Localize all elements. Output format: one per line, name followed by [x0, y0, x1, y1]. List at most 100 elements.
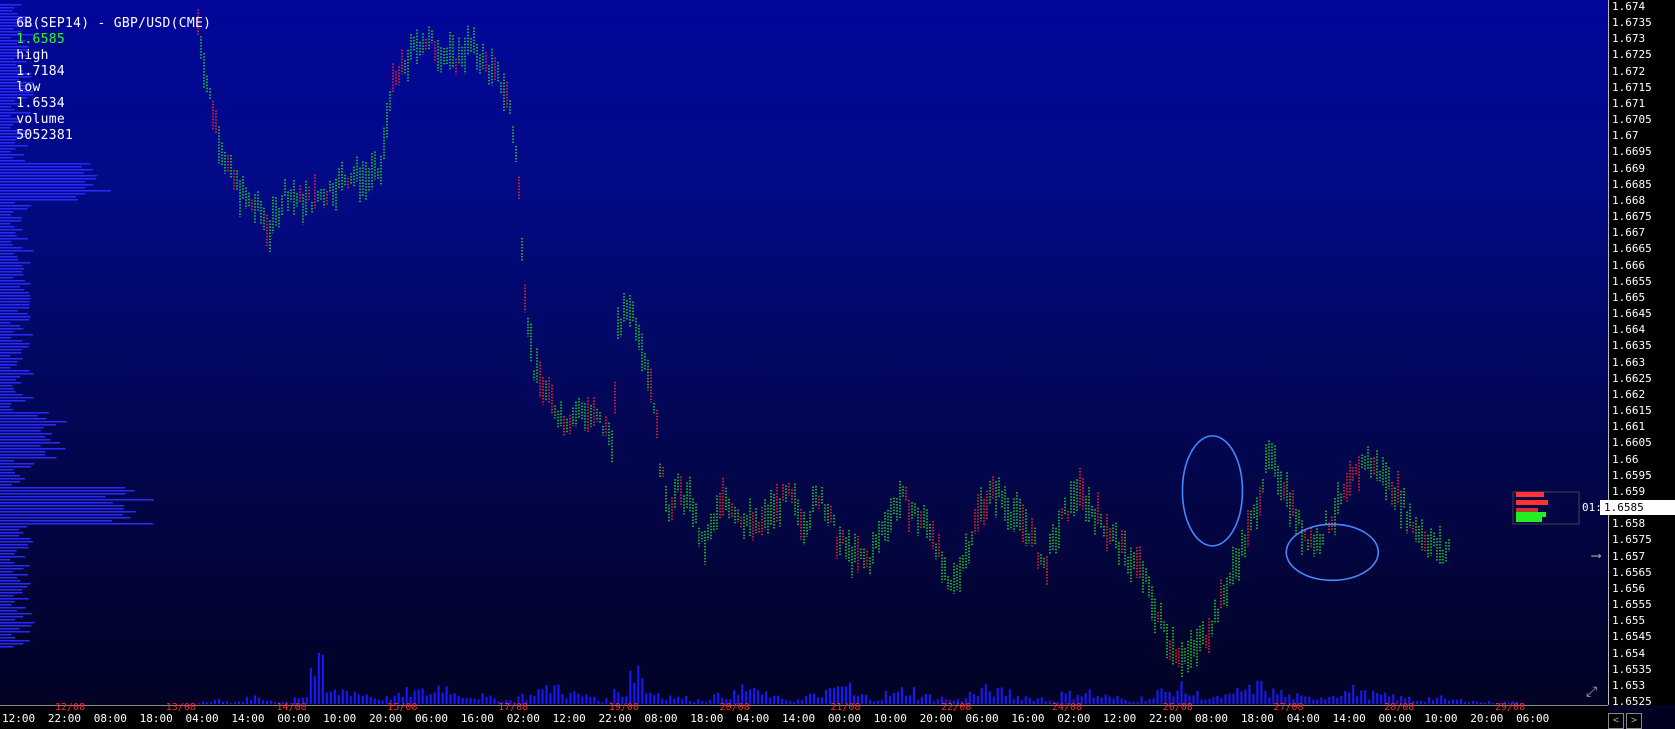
- volume-bar: [1508, 702, 1510, 704]
- volume-bar: [980, 687, 983, 704]
- volume-bar: [305, 697, 308, 704]
- volume-profile-bar: [0, 415, 38, 417]
- volume-profile-bar: [0, 133, 28, 135]
- annotations: [1181, 435, 1380, 582]
- volume-bar: [896, 691, 899, 704]
- price-tick: 1.6575: [1612, 533, 1652, 547]
- volume-bar: [1132, 701, 1135, 704]
- volume-profile-bar: [0, 556, 26, 558]
- volume-bar: [1228, 693, 1231, 704]
- volume-profile-bar: [0, 358, 23, 360]
- volume-bar: [1000, 687, 1003, 704]
- volume-profile-bar: [0, 289, 25, 291]
- volume-value: 5052381: [16, 128, 74, 143]
- price-tick: 1.665: [1612, 290, 1646, 304]
- expand-icon[interactable]: ⤢: [1586, 684, 1598, 700]
- volume-bar: [1192, 695, 1195, 704]
- volume-bar: [1048, 700, 1051, 704]
- volume-bar: [1092, 697, 1095, 704]
- volume-bar: [325, 692, 328, 704]
- volume-profile-bar: [0, 529, 19, 531]
- volume-bar: [1396, 700, 1399, 704]
- volume-bar: [912, 686, 915, 704]
- price-tick: 1.6725: [1612, 48, 1652, 62]
- volume-bar: [429, 694, 432, 704]
- volume-bar: [932, 701, 935, 704]
- volume-profile-bar: [0, 352, 22, 354]
- volume-profile-bar: [0, 73, 32, 75]
- volume-bar: [353, 691, 356, 704]
- volume-bar: [505, 699, 508, 704]
- volume-profile-bar: [0, 130, 31, 132]
- price-tick: 1.657: [1612, 549, 1646, 563]
- volume-profile-bar: [0, 310, 19, 312]
- volume-bar: [1284, 697, 1287, 704]
- price-tick: 1.653: [1612, 678, 1646, 692]
- volume-profile-bar: [0, 115, 12, 117]
- volume-profile-bar: [0, 292, 30, 294]
- volume-bar: [948, 699, 951, 704]
- volume-bar: [1340, 695, 1343, 704]
- volume-profile-bar: [0, 592, 23, 594]
- volume-bar: [837, 686, 840, 704]
- time-tick: 10:00: [323, 712, 357, 725]
- price-tick: 1.671: [1612, 96, 1646, 110]
- volume-bar: [1244, 689, 1247, 704]
- volume-profile-bar: [0, 94, 34, 96]
- volume-profile-bar: [0, 511, 137, 513]
- volume-profile-bar: [0, 61, 27, 63]
- volume-profile-bar: [0, 274, 24, 276]
- date-tick: 19/08: [608, 702, 639, 713]
- volume-bar: [617, 692, 620, 704]
- volume-bar: [1028, 697, 1031, 704]
- volume-profile-bar: [0, 85, 33, 87]
- volume-profile-bar: [0, 151, 11, 153]
- date-tick: 20/08: [719, 702, 750, 713]
- volume-profile-bar: [0, 286, 20, 288]
- volume-profile-bar: [0, 145, 28, 147]
- volume-profile-bar: [0, 322, 11, 324]
- time-tick: 02:00: [506, 712, 540, 725]
- volume-bar: [1056, 701, 1059, 704]
- volume-bar: [1216, 695, 1219, 704]
- volume-bar: [741, 684, 744, 704]
- volume-bar: [745, 691, 748, 704]
- volume-bar: [641, 678, 644, 704]
- volume-bar: [817, 697, 820, 704]
- volume-bar: [421, 688, 424, 704]
- volume-profile-bar: [0, 55, 28, 57]
- volume-bar: [916, 700, 919, 704]
- volume-bar: [1380, 694, 1383, 704]
- dom-bar: [1516, 512, 1546, 517]
- time-tick: 16:00: [1011, 712, 1045, 725]
- chart-header: 6B(SEP14) - GBP/USD(CME) 1.6585 high 1.7…: [0, 0, 211, 143]
- volume-bar: [425, 695, 428, 704]
- scroll-right-button[interactable]: >: [1626, 713, 1642, 729]
- volume-bar: [517, 696, 520, 704]
- volume-bar: [569, 692, 572, 704]
- volume-profile-bar: [0, 343, 31, 345]
- volume-profile-bar: [0, 127, 11, 129]
- price-tick: 1.664: [1612, 323, 1646, 337]
- volume-bar: [1152, 698, 1155, 704]
- time-axis[interactable]: [0, 705, 1608, 729]
- volume-bar: [549, 692, 552, 704]
- price-axis[interactable]: [1608, 0, 1675, 705]
- volume-profile-bar: [0, 175, 98, 177]
- volume-bar: [709, 700, 712, 704]
- volume-profile-bar: [0, 382, 22, 384]
- volume-bar: [1292, 699, 1295, 704]
- volume-bar: [573, 691, 576, 704]
- volume-bar: [645, 693, 648, 704]
- volume-bar: [1352, 684, 1355, 704]
- volume-bar: [545, 685, 548, 704]
- volume-bar: [721, 697, 724, 704]
- volume-profile-bar: [0, 223, 11, 225]
- volume-bar: [477, 699, 480, 704]
- arrow-right-icon[interactable]: ⟶: [1592, 548, 1601, 564]
- volume-bar: [393, 695, 396, 704]
- price-tick: 1.6695: [1612, 145, 1652, 159]
- time-tick: 10:00: [873, 712, 907, 725]
- scroll-left-button[interactable]: <: [1608, 713, 1624, 729]
- volume-profile-bar: [0, 553, 15, 555]
